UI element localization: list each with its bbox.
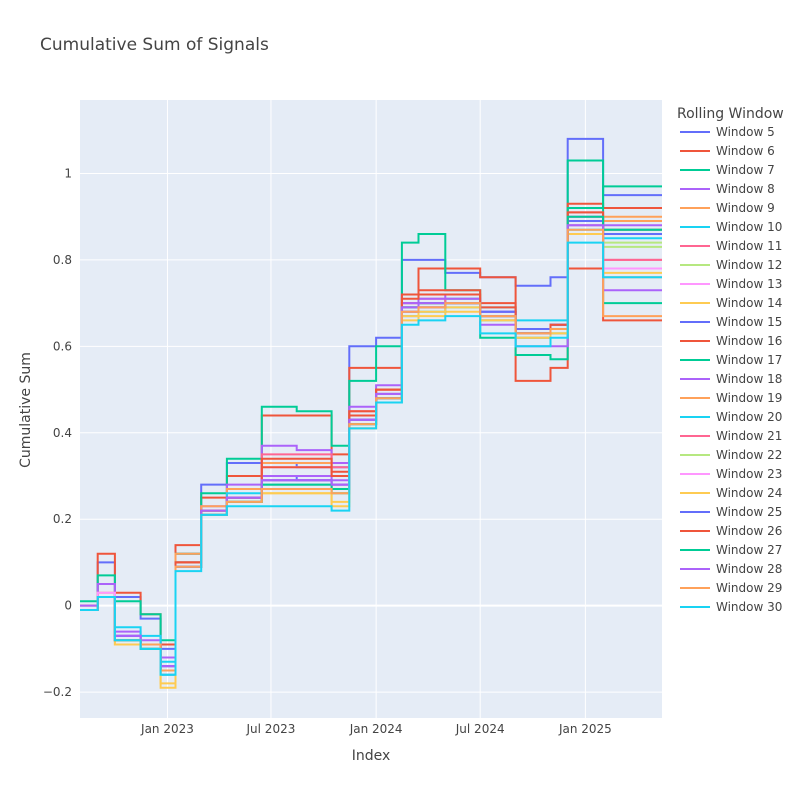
series-line[interactable] — [80, 241, 662, 676]
legend-item-label[interactable]: Window 26 — [716, 524, 782, 538]
x-tick-label: Jan 2025 — [558, 722, 612, 736]
legend-item-label[interactable]: Window 19 — [716, 391, 782, 405]
legend-item-label[interactable]: Window 16 — [716, 334, 782, 348]
legend-item-label[interactable]: Window 11 — [716, 239, 782, 253]
legend-item-label[interactable]: Window 21 — [716, 429, 782, 443]
legend-item-label[interactable]: Window 23 — [716, 467, 782, 481]
legend-item-label[interactable]: Window 12 — [716, 258, 782, 272]
y-tick-label: 0.4 — [53, 426, 72, 440]
legend-item-label[interactable]: Window 20 — [716, 410, 782, 424]
legend-item-label[interactable]: Window 8 — [716, 182, 775, 196]
x-tick-label: Jan 2024 — [349, 722, 403, 736]
legend-item-label[interactable]: Window 7 — [716, 163, 775, 177]
legend-item-label[interactable]: Window 17 — [716, 353, 782, 367]
legend-item-label[interactable]: Window 24 — [716, 486, 782, 500]
series-line[interactable] — [80, 159, 662, 642]
legend-item-label[interactable]: Window 18 — [716, 372, 782, 386]
legend-item-label[interactable]: Window 13 — [716, 277, 782, 291]
legend-item-label[interactable]: Window 5 — [716, 125, 775, 139]
legend-item-label[interactable]: Window 22 — [716, 448, 782, 462]
legend-item-label[interactable]: Window 14 — [716, 296, 782, 310]
y-tick-label: 0.6 — [53, 339, 72, 353]
chart-title: Cumulative Sum of Signals — [40, 35, 269, 55]
y-tick-label: −0.2 — [43, 685, 72, 699]
y-tick-label: 0.2 — [53, 512, 72, 526]
legend-item-label[interactable]: Window 10 — [716, 220, 782, 234]
legend-item-label[interactable]: Window 28 — [716, 562, 782, 576]
legend-item-label[interactable]: Window 6 — [716, 144, 775, 158]
y-axis-title: Cumulative Sum — [18, 352, 34, 468]
legend: Window 5 Window 6 Window 7 Window 8 Window 9… — [680, 125, 782, 614]
legend-item-label[interactable]: Window 9 — [716, 201, 775, 215]
y-tick-label: 0.8 — [53, 253, 72, 267]
series-lines — [80, 137, 662, 689]
y-tick-label: 0 — [64, 599, 72, 613]
legend-item-label[interactable]: Window 25 — [716, 505, 782, 519]
y-tick-label: 1 — [64, 166, 72, 180]
x-tick-label: Jul 2023 — [246, 722, 296, 736]
plot-area — [80, 100, 662, 718]
legend-title: Rolling Window — [677, 106, 784, 122]
legend-item-label[interactable]: Window 15 — [716, 315, 782, 329]
x-tick-label: Jan 2023 — [140, 722, 194, 736]
axis-ticks: −0.2 0 0.2 0.4 0.6 0.8 1 Jan 2023 Jul 2023 Jan 20… — [43, 166, 612, 736]
legend-item-label[interactable]: Window 27 — [716, 543, 782, 557]
x-axis-title: Index — [352, 748, 391, 764]
legend-item-label[interactable]: Window 30 — [716, 600, 782, 614]
x-tick-label: Jul 2024 — [455, 722, 505, 736]
legend-item-label[interactable]: Window 29 — [716, 581, 782, 595]
